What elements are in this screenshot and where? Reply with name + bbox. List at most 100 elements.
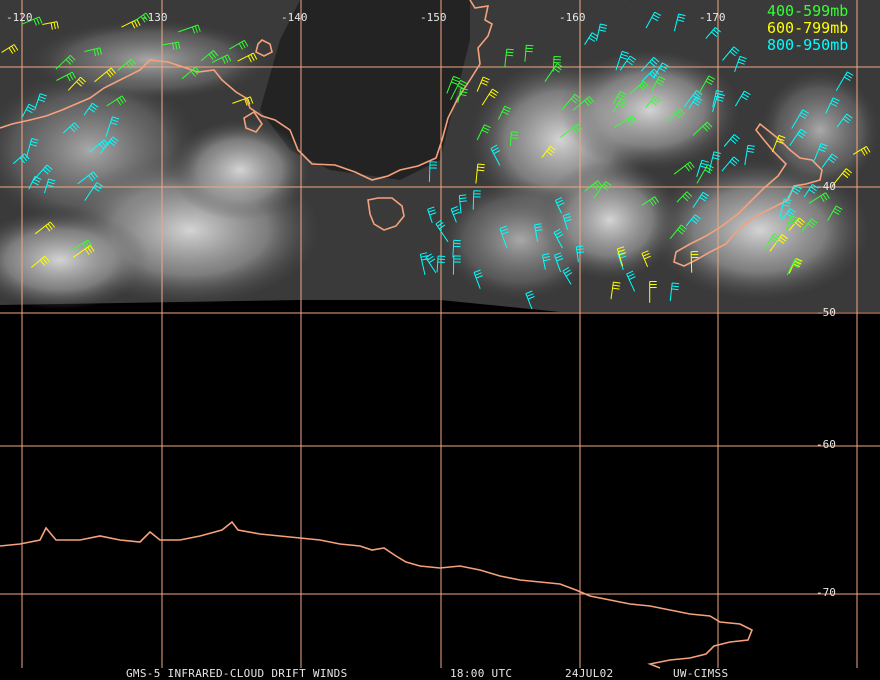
- wind-barb: [34, 221, 56, 235]
- wind-barb: [593, 181, 612, 199]
- wind-barb: [56, 71, 76, 82]
- wind-barb: [705, 27, 722, 39]
- wind-barb: [559, 123, 583, 138]
- wind-barb: [499, 225, 509, 249]
- lat-label: -70: [816, 586, 836, 599]
- wind-barb: [615, 50, 629, 71]
- wind-barb: [544, 63, 564, 82]
- wind-barb: [77, 171, 98, 185]
- wind-barb: [614, 115, 637, 128]
- wind-barb: [813, 143, 828, 161]
- lon-label: -160: [559, 11, 586, 24]
- legend-item-800-950: 800-950mb: [767, 36, 848, 54]
- wind-barb: [688, 96, 703, 109]
- date-stamp: 24JUL02: [565, 667, 613, 680]
- lon-label: -120: [6, 11, 33, 24]
- wind-barb: [712, 90, 724, 108]
- wind-barb: [44, 178, 56, 194]
- wind-barb: [616, 246, 626, 267]
- wind-barb: [21, 103, 36, 118]
- wind-barb: [673, 161, 695, 175]
- wind-barb: [42, 21, 59, 30]
- wind-barb: [554, 196, 565, 214]
- wind-barb: [200, 50, 219, 61]
- wind-barb: [641, 196, 660, 207]
- wind-barb: [562, 266, 573, 285]
- wind-barb: [612, 98, 628, 113]
- wind-barb: [781, 208, 796, 221]
- wind-barb: [722, 46, 740, 61]
- wind-barb: [419, 252, 429, 276]
- wind-barb: [446, 75, 461, 94]
- wind-barb: [132, 12, 151, 23]
- wind-barb: [708, 151, 721, 173]
- continent-coastline: [0, 0, 493, 181]
- wind-barb: [428, 161, 438, 182]
- wind-barb: [476, 124, 491, 141]
- wind-barb: [55, 54, 76, 70]
- wind-barb: [70, 239, 93, 252]
- wind-barb: [803, 183, 819, 198]
- wind-barb: [34, 93, 47, 111]
- wind-barb: [641, 56, 660, 72]
- wind-barb: [641, 250, 651, 267]
- wind-barb: [458, 194, 467, 214]
- wind-barb: [435, 219, 449, 243]
- wind-barb: [575, 245, 585, 263]
- footer-caption: GMS-5 INFRARED-CLOUD DRIFT WINDS 18:00 U…: [126, 667, 728, 680]
- wind-barb: [721, 156, 740, 172]
- tasmania-coastline: [367, 197, 405, 231]
- wind-barb: [801, 218, 818, 232]
- wind-barb: [645, 96, 661, 109]
- wind-barb: [561, 93, 581, 110]
- wind-barb: [734, 90, 751, 107]
- legend-item-400-599: 400-599mb: [767, 2, 848, 20]
- wind-barb: [808, 192, 830, 204]
- wind-barb: [83, 102, 99, 116]
- wind-barb: [1, 44, 19, 54]
- lat-label: -40: [816, 180, 836, 193]
- wind-barb: [534, 223, 543, 242]
- wind-barb: [490, 144, 501, 166]
- wind-barb: [84, 182, 103, 201]
- wind-barb: [712, 93, 725, 112]
- wind-barb: [178, 24, 201, 34]
- wind-barb: [771, 134, 786, 153]
- wind-barb: [28, 176, 42, 190]
- wind-barb: [572, 96, 595, 111]
- wind-barb: [554, 252, 564, 273]
- wind-barb: [232, 96, 254, 106]
- lon-label: -130: [141, 11, 168, 24]
- wind-barb: [427, 206, 437, 223]
- wind-barb: [683, 90, 703, 108]
- wind-barb: [612, 90, 627, 104]
- wind-barb: [472, 190, 481, 210]
- wind-barb: [827, 205, 843, 221]
- wind-barb: [541, 253, 551, 270]
- wind-barb: [617, 249, 627, 270]
- wind-barb: [696, 159, 709, 177]
- wind-barb: [653, 62, 669, 79]
- wind-barb: [673, 13, 686, 32]
- wind-barb: [641, 68, 660, 82]
- wind-barb: [734, 55, 747, 73]
- wind-barb: [626, 270, 636, 292]
- wind-barb: [699, 75, 716, 93]
- latitude-labels: -40 -50 -60 -70: [816, 180, 836, 599]
- wind-barb: [692, 121, 713, 136]
- antarctica-coastline: [0, 520, 754, 669]
- wind-barb: [25, 138, 39, 158]
- wind-barb: [94, 67, 116, 83]
- wind-barb: [723, 134, 740, 147]
- legend-item-600-799: 600-799mb: [767, 19, 848, 37]
- longitude-labels: -120 -130 -140 -150 -160 -170: [6, 11, 726, 24]
- wind-barb: [475, 163, 485, 184]
- wind-barb: [666, 108, 686, 122]
- wind-barb: [764, 233, 781, 250]
- wind-barb: [744, 144, 755, 166]
- wind-barb: [552, 56, 562, 72]
- wind-barb: [32, 164, 53, 182]
- lon-label: -140: [281, 11, 308, 24]
- wind-barb: [562, 213, 572, 230]
- wind-barb: [72, 245, 95, 258]
